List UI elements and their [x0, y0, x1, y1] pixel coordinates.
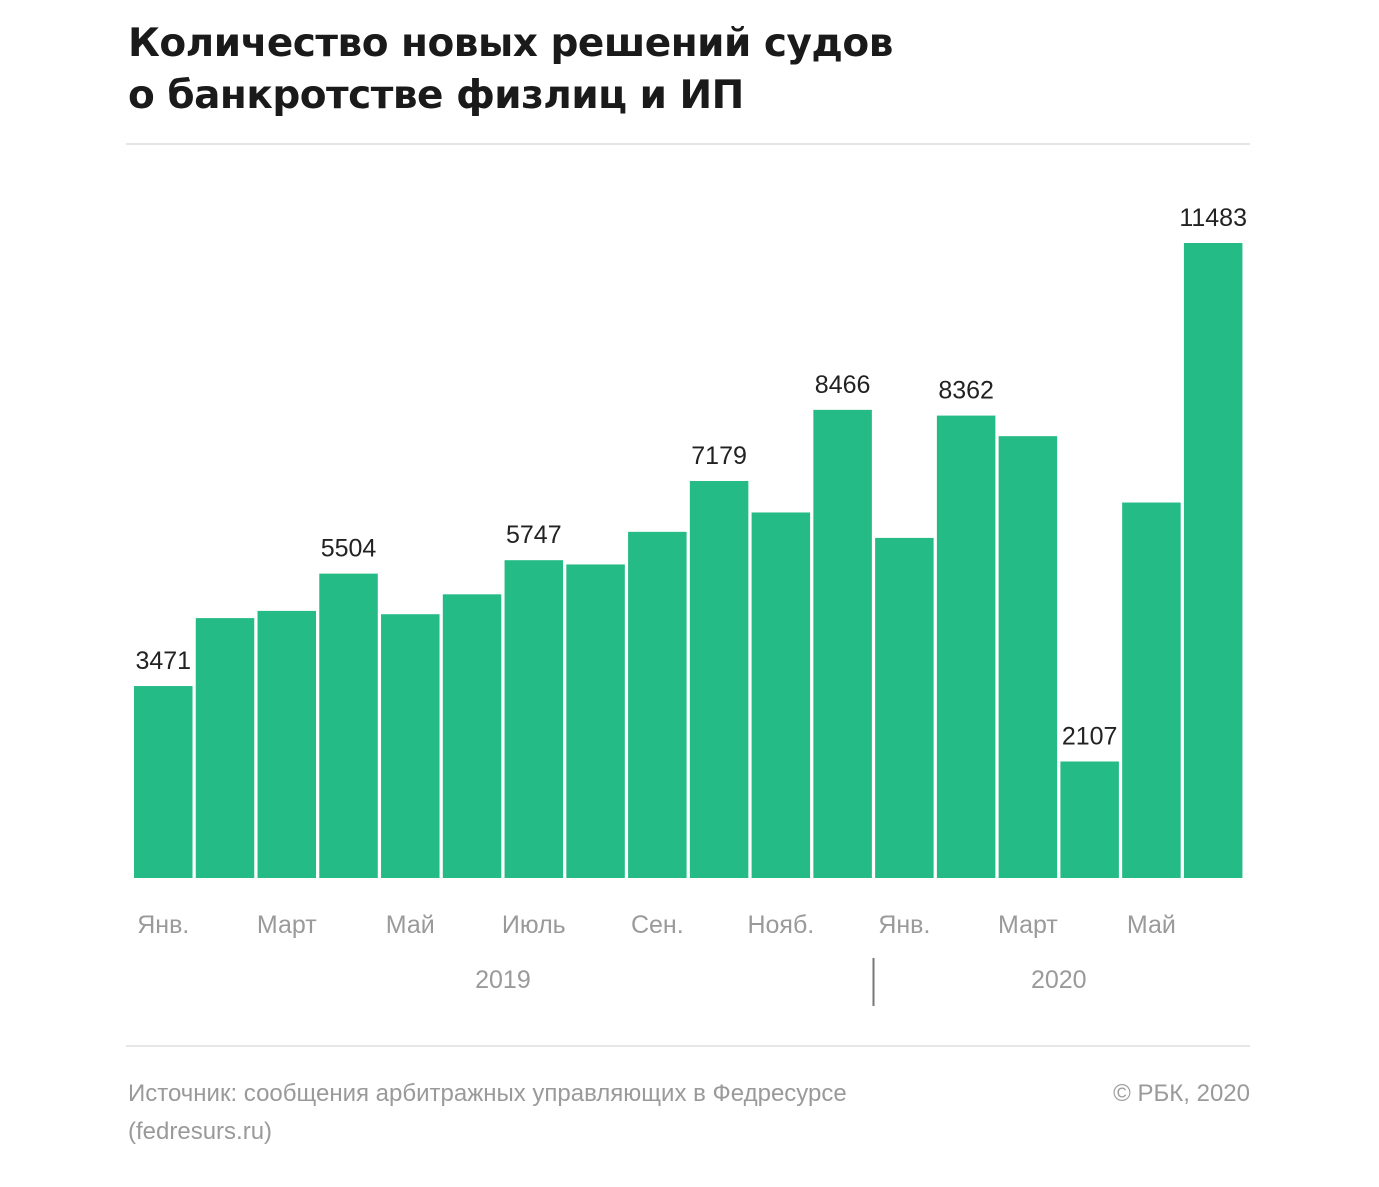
chart-title-line-1: Количество новых решений судов	[128, 21, 893, 66]
bar-value-label: 5504	[321, 535, 377, 563]
copyright-note: © РБК, 2020	[1113, 1080, 1250, 1107]
bar	[998, 436, 1058, 878]
bar-value-label: 5747	[506, 521, 562, 549]
bar-chart: 3471 5504 5747 7179 8466 8362 2107 11483 Янв. Мар…	[134, 204, 1247, 1006]
bar-value-label: 2107	[1062, 722, 1118, 750]
bar	[442, 594, 502, 878]
x-tick-label: Март	[257, 911, 317, 939]
year-group-label: 2019	[475, 966, 531, 994]
bar	[319, 573, 378, 878]
bar	[195, 618, 255, 878]
x-tick-label: Май	[386, 911, 435, 939]
source-note: Источник: сообщения арбитражных управляю…	[128, 1075, 847, 1151]
bar	[689, 481, 749, 878]
bar-value-label: 8362	[938, 377, 994, 405]
bar	[504, 560, 564, 878]
x-tick-label: Нояб.	[747, 911, 814, 939]
bar	[628, 531, 687, 878]
bar	[257, 610, 317, 878]
bar	[381, 614, 440, 878]
bar	[936, 415, 996, 878]
x-tick-label: Май	[1127, 911, 1176, 939]
bar-value-label: 11483	[1179, 204, 1247, 232]
bar	[1122, 502, 1181, 878]
bottom-divider	[126, 1045, 1250, 1047]
top-divider	[126, 143, 1250, 145]
x-tick-label: Сен.	[631, 911, 684, 939]
bar	[134, 686, 193, 878]
x-tick-label: Июль	[502, 911, 566, 939]
x-tick-label: Март	[998, 911, 1058, 939]
chart-title: Количество новых решений судов о банкрот…	[128, 18, 1248, 122]
bar	[566, 564, 625, 878]
bar	[1183, 243, 1243, 878]
bar	[751, 512, 811, 878]
x-tick-label: Янв.	[878, 911, 930, 939]
bar-value-label: 7179	[691, 442, 747, 470]
year-group-label: 2020	[1031, 966, 1087, 994]
bar-value-label: 3471	[135, 647, 191, 675]
chart-title-line-2: о банкротстве физлиц и ИП	[128, 73, 744, 118]
source-note-line-2: (fedresurs.ru)	[128, 1118, 273, 1145]
source-note-line-1: Источник: сообщения арбитражных управляю…	[128, 1080, 847, 1107]
bar	[1060, 761, 1119, 878]
bar	[875, 537, 934, 878]
bar	[813, 409, 872, 878]
x-tick-label: Янв.	[137, 911, 189, 939]
bar-value-label: 8466	[815, 371, 871, 399]
